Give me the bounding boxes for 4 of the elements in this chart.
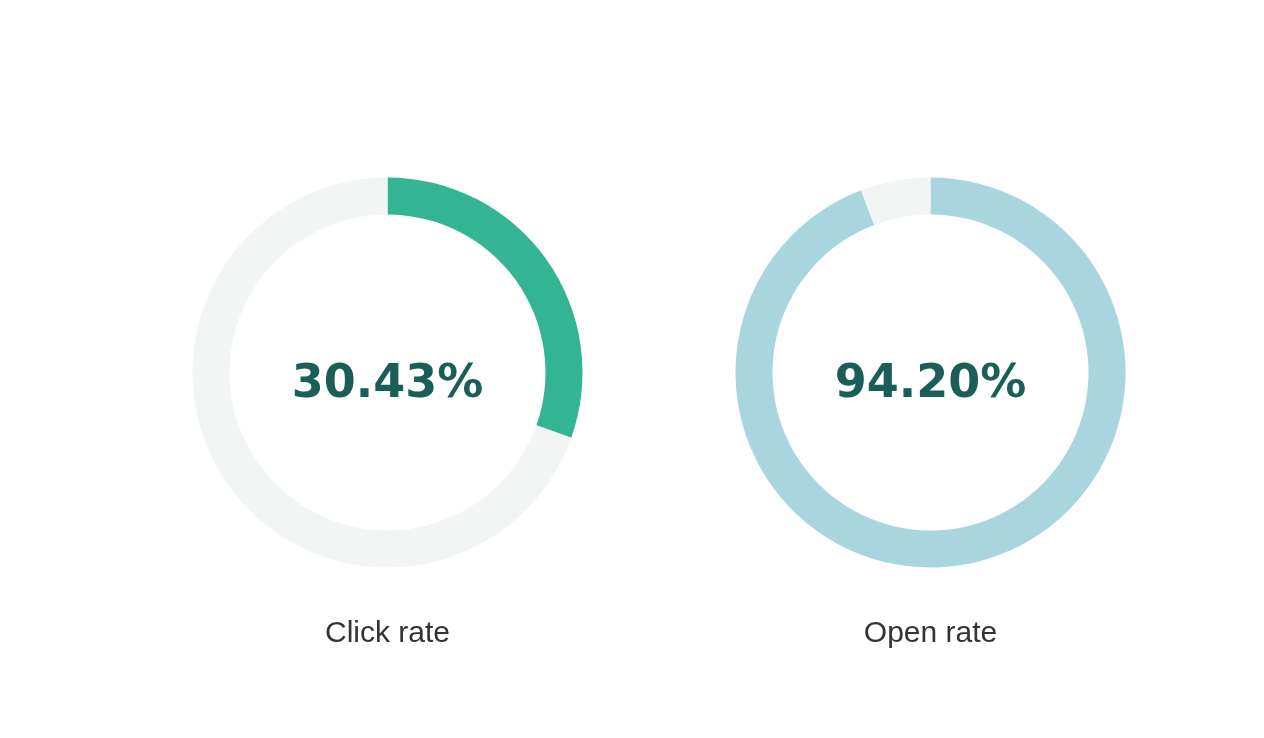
text: 94.20% [834, 353, 1027, 408]
text: Click rate [324, 615, 451, 648]
text: Open rate [863, 615, 998, 648]
text: 30.43% [291, 353, 484, 408]
